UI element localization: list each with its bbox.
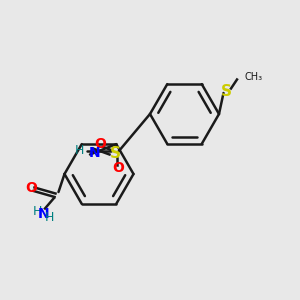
Text: N: N [38, 208, 49, 221]
Text: S: S [221, 84, 232, 99]
Text: O: O [26, 181, 38, 194]
Text: N: N [88, 146, 100, 160]
Text: H: H [45, 211, 54, 224]
Text: H: H [75, 143, 84, 157]
Text: O: O [94, 137, 106, 151]
Text: O: O [112, 161, 124, 175]
Text: CH₃: CH₃ [244, 71, 262, 82]
Text: S: S [110, 146, 121, 160]
Text: H: H [33, 205, 42, 218]
